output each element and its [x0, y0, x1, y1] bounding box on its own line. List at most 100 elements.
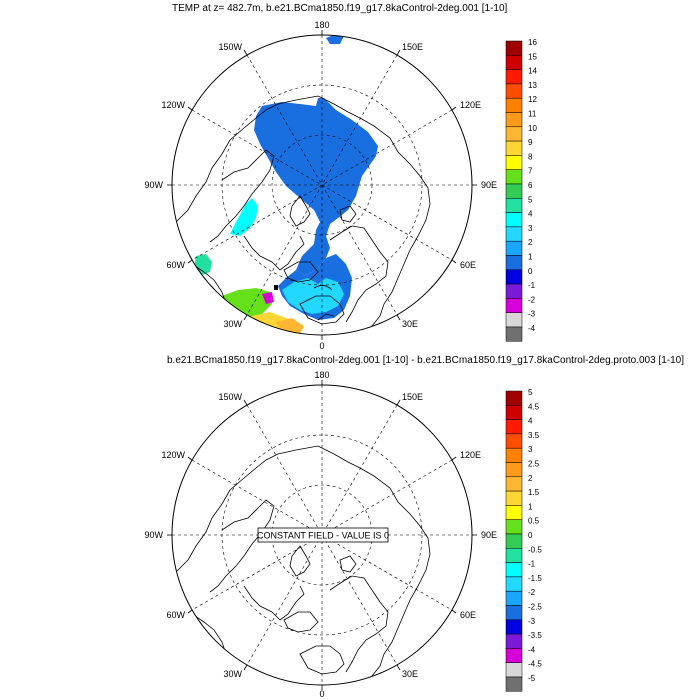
colorbar-tick-label: -3 — [528, 617, 536, 626]
colorbar-tick-label: 7 — [528, 167, 533, 176]
colorbar-tick-label: 12 — [528, 95, 537, 104]
lon-label-90w: 90W — [144, 180, 163, 190]
colorbar-tick-label: -1 — [528, 281, 536, 290]
colorbar-swatch — [505, 590, 523, 606]
lon-label-90w: 90W — [144, 530, 163, 540]
colorbar-swatch — [505, 255, 523, 271]
colorbar-swatch — [505, 662, 523, 678]
lon-label-180: 180 — [314, 20, 329, 30]
colorbar-tick-label: -2.5 — [528, 603, 542, 612]
lon-label-30w: 30W — [223, 319, 242, 329]
colorbar-tick-label: -5 — [528, 674, 536, 683]
colorbar-swatch — [505, 269, 523, 285]
colorbar-swatch — [505, 140, 523, 156]
colorbar-tick-label: 4.5 — [528, 402, 540, 411]
colorbar-tick-label: -2 — [528, 295, 536, 304]
bottom-colorbar: 5 4.5 4 3.5 3 2.5 2 1.5 1 0.5 0 -0.5 -1 -1.5 -2 -2.5 -3 -… — [505, 388, 542, 692]
lon-label-90e: 90E — [481, 180, 497, 190]
colorbar-tick-label: 0 — [528, 267, 533, 276]
colorbar-swatch — [505, 519, 523, 535]
colorbar-swatch — [505, 126, 523, 142]
colorbar-swatch — [505, 390, 523, 406]
colorbar-tick-label: 3 — [528, 224, 533, 233]
lon-label-60e: 60E — [460, 260, 476, 270]
colorbar-swatch — [505, 533, 523, 549]
colorbar-tick-label: 11 — [528, 110, 537, 119]
colorbar-tick-label: 3 — [528, 445, 533, 454]
lon-label-180: 180 — [314, 370, 329, 380]
colorbar-swatch — [505, 298, 523, 313]
north-atlantic-magenta-patch — [262, 292, 274, 304]
lon-label-150w: 150W — [218, 42, 242, 52]
colorbar-tick-label: 14 — [528, 67, 537, 76]
colorbar-swatch — [505, 183, 523, 199]
colorbar-tick-label: 4 — [528, 210, 533, 219]
lon-label-150w: 150W — [218, 392, 242, 402]
colorbar-tick-label: -1.5 — [528, 574, 542, 583]
colorbar-tick-label: 13 — [528, 81, 537, 90]
bottom-map: 180 150E 120E 90E 60E 30E 0 30W 60W 90W … — [144, 370, 497, 699]
lon-label-60e: 60E — [460, 610, 476, 620]
colorbar-swatch — [505, 433, 523, 449]
colorbar-tick-label: -4.5 — [528, 660, 542, 669]
colorbar-tick-label: -1 — [528, 560, 536, 569]
top-land-marker — [274, 285, 278, 290]
colorbar-swatch — [505, 198, 523, 213]
colorbar-tick-label: 4 — [528, 417, 533, 426]
colorbar-swatch — [505, 40, 523, 56]
colorbar-tick-label: 5 — [528, 388, 533, 397]
colorbar-swatch — [505, 112, 523, 128]
colorbar-swatch — [505, 676, 523, 692]
lon-label-90e: 90E — [481, 530, 497, 540]
lon-label-120w: 120W — [161, 450, 185, 460]
colorbar-swatch — [505, 83, 523, 99]
colorbar-swatch — [505, 97, 523, 113]
lon-label-30w: 30W — [223, 669, 242, 679]
colorbar-swatch — [505, 212, 523, 228]
lon-label-0: 0 — [319, 689, 324, 699]
colorbar-tick-label: 15 — [528, 52, 537, 61]
colorbar-swatch — [505, 240, 523, 256]
colorbar-tick-label: 2 — [528, 238, 533, 247]
bottom-boundary-ticks — [167, 380, 477, 690]
colorbar-swatch — [505, 447, 523, 463]
lon-label-120w: 120W — [161, 100, 185, 110]
lon-label-120e: 120E — [460, 100, 481, 110]
colorbar-tick-label: 0.5 — [528, 517, 540, 526]
colorbar-tick-label: 8 — [528, 152, 533, 161]
colorbar-swatch — [505, 419, 523, 435]
colorbar-tick-label: 5 — [528, 195, 533, 204]
lon-label-0: 0 — [319, 341, 324, 351]
lon-label-60w: 60W — [166, 260, 185, 270]
bottom-coastlines — [175, 445, 431, 683]
top-map: 180 150E 120E 90E 60E 30E 0 30W 60W 90W … — [144, 20, 497, 351]
colorbar-tick-label: -3 — [528, 310, 536, 319]
constant-field-box — [257, 527, 389, 543]
colorbar-swatch — [505, 633, 523, 649]
colorbar-swatch — [505, 648, 523, 663]
colorbar-swatch — [505, 505, 523, 520]
colorbar-swatch — [505, 476, 523, 492]
constant-field-label: CONSTANT FIELD - VALUE IS 0 — [257, 527, 389, 543]
colorbar-tick-label: 1.5 — [528, 488, 540, 497]
colorbar-swatch — [505, 326, 523, 342]
colorbar-tick-label: 0 — [528, 531, 533, 540]
constant-field-text: CONSTANT FIELD - VALUE IS 0 — [257, 531, 389, 541]
top-boundary-ticks — [167, 30, 477, 340]
lon-label-150e: 150E — [402, 392, 423, 402]
colorbar-tick-label: -3.5 — [528, 631, 542, 640]
colorbar-tick-label: 1 — [528, 253, 533, 262]
lon-label-30e: 30E — [402, 319, 418, 329]
colorbar-tick-label: 2.5 — [528, 460, 540, 469]
lon-label-30e: 30E — [402, 669, 418, 679]
colorbar-swatch — [505, 605, 523, 621]
colorbar-swatch — [505, 562, 523, 578]
lon-label-120e: 120E — [460, 450, 481, 460]
colorbar-tick-label: 3.5 — [528, 431, 540, 440]
colorbar-tick-label: -4 — [528, 645, 536, 654]
colorbar-swatch — [505, 576, 523, 592]
colorbar-swatch — [505, 405, 523, 420]
colorbar-swatch — [505, 69, 523, 85]
